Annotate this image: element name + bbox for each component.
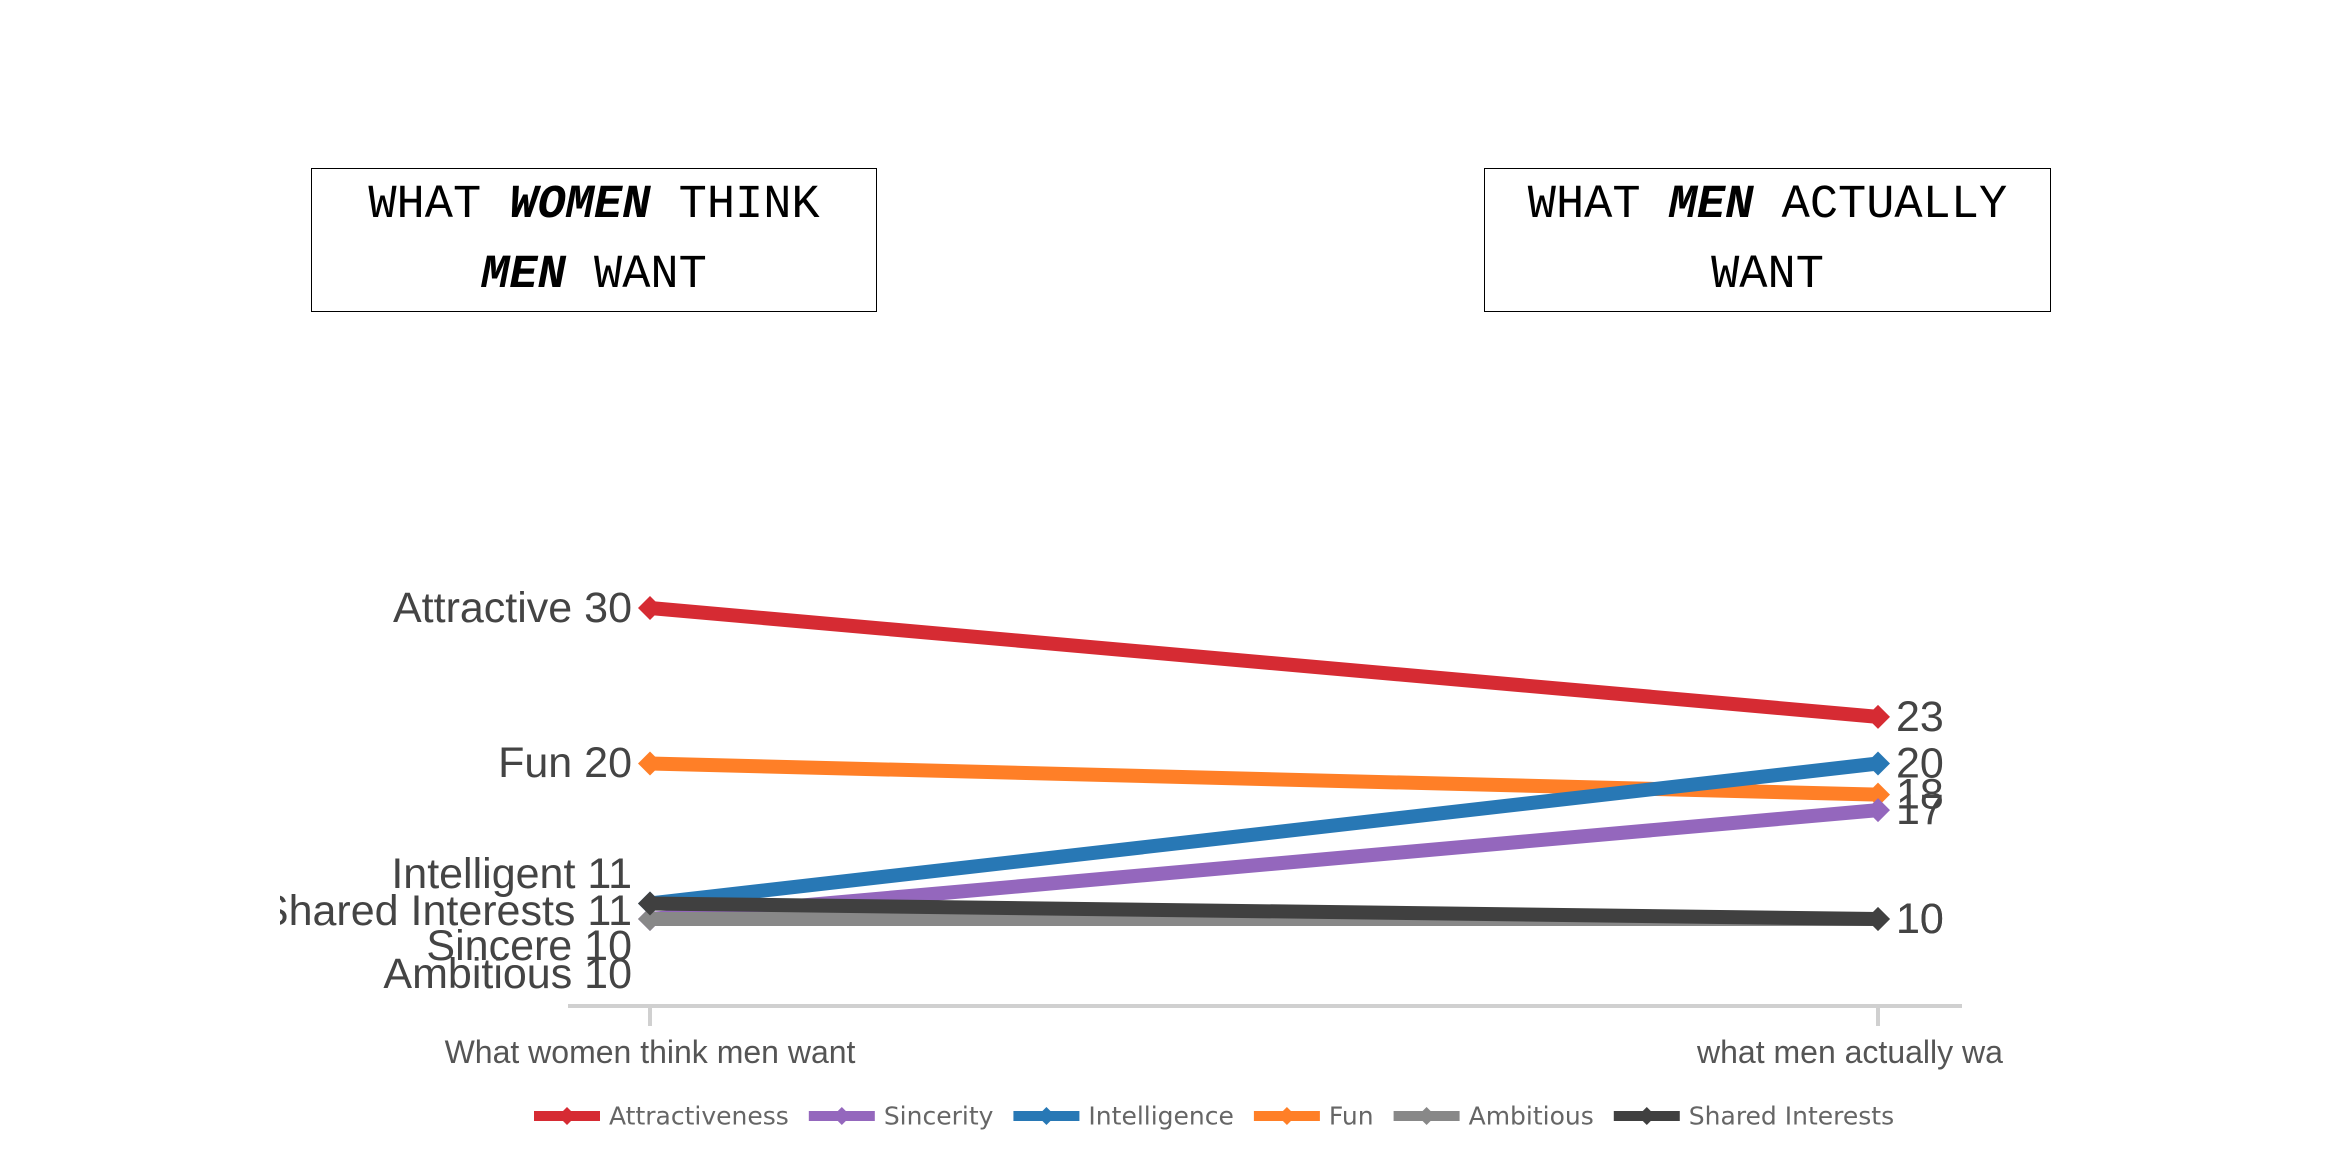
legend-label-ambitious: Ambitious [1469,1102,1594,1131]
end-label-fun: 18 [1896,771,1944,819]
end-label-sincerity: 17 [1896,786,1944,834]
start-label-attractiveness: Attractive 30 [393,584,632,632]
point-fun-2 [1866,782,1890,807]
heading-men-actually: WHAT MEN ACTUALLY WANT [1484,168,2051,312]
start-label-shared-interests: Shared Interests 11 [260,887,632,935]
start-label-fun: Fun 20 [498,739,632,787]
heading-right-text-1: WHAT [1527,179,1669,232]
end-label-ambitious: 10 [1896,895,1944,943]
start-label-sincerity: Sincere 10 [426,922,632,970]
legend-marker-fun [1277,1107,1296,1125]
point-shared-interests-1 [638,891,662,916]
legend: Attractiveness Sincerity Intelligence Fun Am… [534,1102,1894,1131]
point-shared-interests-2 [1866,907,1890,931]
series-line-intelligence [649,756,1879,911]
x-axis-labels: What women think men want what men actual… [445,1034,2004,1070]
value-labels: Attractive 30 Sincere 10 Intelligent 11 Fun… [260,584,1944,998]
legend-label-intelligence: Intelligence [1088,1102,1233,1131]
x-label-1: What women think men want [445,1034,856,1070]
heading-left-text-1: WHAT [368,179,510,232]
heading-left-emphasis-men: MEN [481,249,566,302]
legend-item-sincerity: Sincerity [808,1102,994,1131]
heading-left-emphasis-women: WOMEN [509,179,651,232]
end-label-shared-interests: 10 [1896,895,1944,943]
x-axis-ticks [648,1006,1880,1026]
legend-item-attractiveness: Attractiveness [534,1102,789,1131]
heading-left-text-3: WANT [565,249,707,302]
point-ambitious-1 [638,907,662,931]
legend-marker-attractiveness [558,1107,576,1125]
legend-item-intelligence: Intelligence [1013,1102,1234,1131]
end-label-attractiveness: 23 [1896,693,1944,741]
heading-right-text-2: ACTUALLY [1753,179,2008,232]
point-attractiveness-1 [638,596,662,620]
legend-item-fun: Fun [1253,1102,1374,1131]
legend-item-ambitious: Ambitious [1393,1102,1594,1131]
point-attractiveness-2 [1866,704,1890,729]
heading-right-emphasis-men: MEN [1668,179,1754,232]
legend-label-attractiveness: Attractiveness [609,1102,789,1131]
legend-item-shared-interests: Shared Interests [1613,1102,1894,1131]
point-intelligence-2 [1866,751,1890,776]
start-label-intelligence: Intelligent 11 [391,850,632,898]
legend-label-fun: Fun [1329,1102,1374,1131]
series-lines [638,596,1890,931]
legend-marker-shared-interests [1637,1107,1656,1125]
point-sincerity-2 [1866,798,1890,823]
heading-right-text-3: WANT [1711,249,1824,302]
legend-marker-intelligence [1037,1107,1056,1125]
start-label-ambitious: Ambitious 10 [383,950,632,998]
heading-left-text-2: THINK [650,179,820,232]
heading-women-think: WHAT WOMEN THINK MEN WANT [311,168,877,312]
legend-marker-ambitious [1417,1107,1436,1125]
series-line-shared-interests [649,896,1879,926]
legend-label-sincerity: Sincerity [884,1102,994,1131]
series-line-attractiveness [649,601,1879,724]
point-fun-1 [638,751,662,776]
x-label-2: what men actually wa [1696,1034,2003,1070]
legend-marker-sincerity [832,1107,851,1125]
end-label-intelligence: 20 [1896,740,1944,788]
legend-label-shared-interests: Shared Interests [1689,1102,1894,1131]
